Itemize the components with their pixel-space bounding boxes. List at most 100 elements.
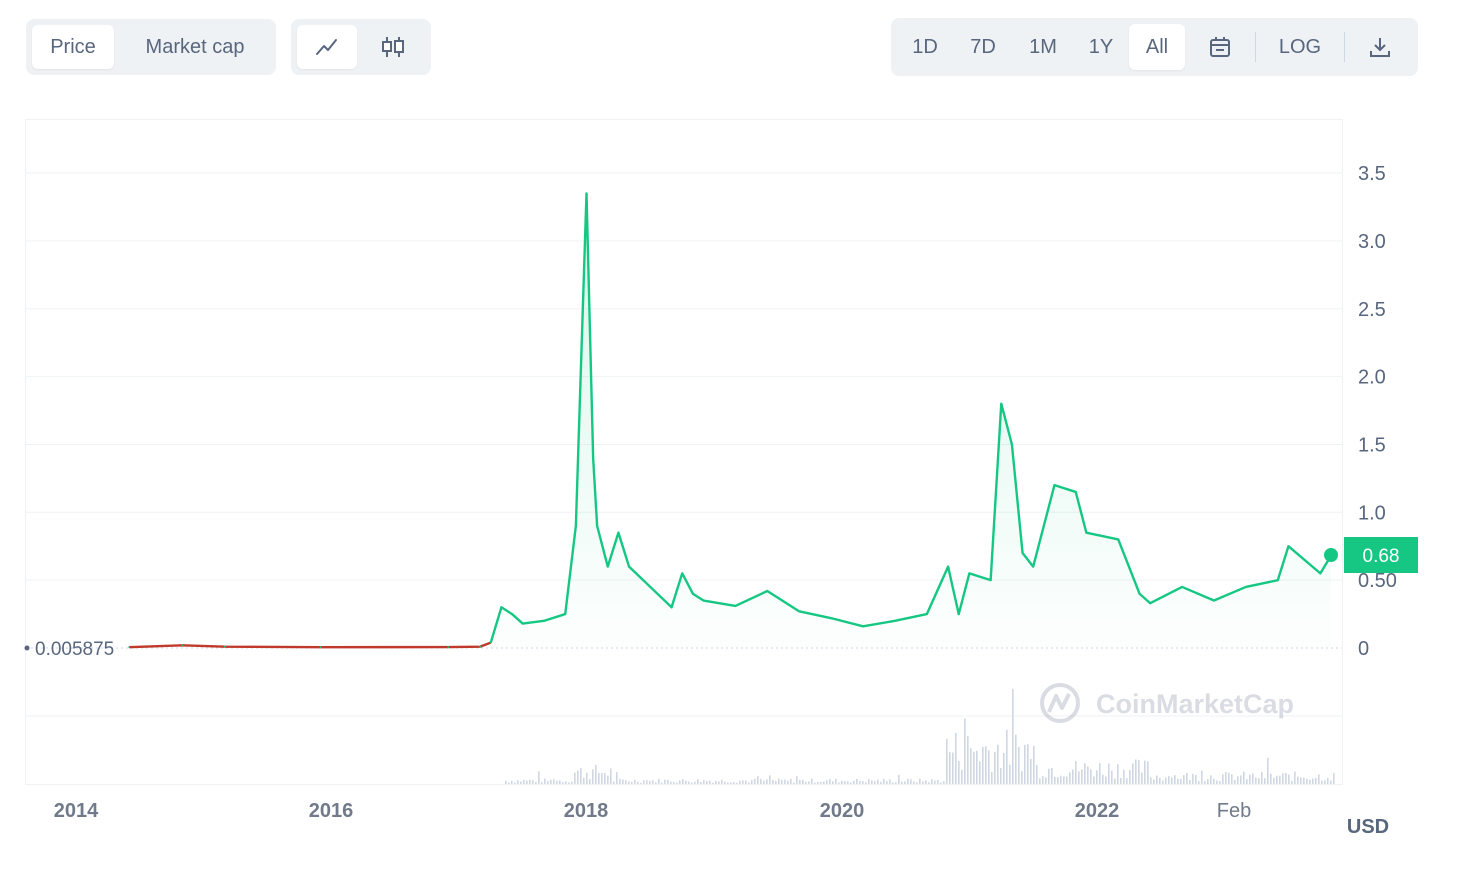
volume-bar xyxy=(1213,778,1215,784)
volume-bar xyxy=(1057,776,1059,784)
volume-bar xyxy=(598,773,600,784)
volume-bar xyxy=(856,778,858,784)
volume-bar xyxy=(1168,776,1170,784)
price-point xyxy=(223,645,226,648)
price-point xyxy=(447,646,450,648)
volume-bar xyxy=(793,782,795,784)
tab-price[interactable]: Price xyxy=(32,25,114,69)
volume-bar xyxy=(544,778,546,784)
volume-bar xyxy=(700,782,702,784)
volume-bar xyxy=(1099,763,1101,784)
volume-bar xyxy=(1228,772,1230,784)
price-point xyxy=(1138,592,1141,595)
volume-bar xyxy=(1276,775,1278,784)
toolbar-divider xyxy=(1255,32,1256,62)
volume-bar xyxy=(721,779,723,784)
volume-bar xyxy=(751,779,753,784)
range-1m[interactable]: 1M xyxy=(1013,24,1073,70)
volume-bar xyxy=(841,780,843,784)
candlestick-button[interactable] xyxy=(363,25,423,69)
tab-market-cap[interactable]: Market cap xyxy=(120,25,270,69)
volume-bar xyxy=(676,782,678,784)
y-tick-label: 2.5 xyxy=(1358,299,1386,321)
volume-bar xyxy=(556,780,558,784)
volume-bar xyxy=(1333,772,1335,784)
volume-bar xyxy=(1198,781,1200,784)
volume-bar xyxy=(586,772,588,784)
volume-bar xyxy=(919,778,921,784)
x-tick-label: 2014 xyxy=(54,800,99,822)
range-1y[interactable]: 1Y xyxy=(1073,24,1129,70)
volume-bar xyxy=(904,781,906,784)
price-point xyxy=(1011,443,1013,446)
volume-bar xyxy=(973,751,975,784)
volume-bar xyxy=(1204,781,1206,784)
volume-bar xyxy=(1261,771,1263,784)
download-button[interactable] xyxy=(1345,24,1415,70)
price-point xyxy=(947,565,950,568)
price-marketcap-toggle: Price Market cap xyxy=(26,19,276,75)
volume-bar xyxy=(1123,769,1125,784)
log-scale-label: LOG xyxy=(1278,35,1322,58)
price-point xyxy=(1276,579,1279,582)
volume-bar xyxy=(817,781,819,784)
volume-bar xyxy=(958,761,960,784)
range-1d[interactable]: 1D xyxy=(897,24,953,70)
volume-bar xyxy=(826,780,828,784)
volume-bar xyxy=(1135,759,1137,784)
volume-bar xyxy=(757,776,759,784)
volume-bar xyxy=(625,780,627,784)
volume-bar xyxy=(952,752,954,784)
range-all[interactable]: All xyxy=(1129,24,1185,70)
current-price-dot xyxy=(1324,548,1338,562)
current-price-text: 0.68 xyxy=(1363,546,1400,567)
volume-bar xyxy=(1231,774,1233,784)
volume-bar xyxy=(667,779,669,784)
volume-bar xyxy=(946,738,948,784)
volume-bar xyxy=(874,781,876,784)
volume-bar xyxy=(628,781,630,784)
volume-bar xyxy=(1054,776,1056,784)
price-point xyxy=(585,192,588,195)
price-point xyxy=(128,646,131,649)
volume-bar xyxy=(1156,775,1158,784)
volume-bar xyxy=(1117,764,1119,784)
volume-bar xyxy=(1033,745,1035,784)
volume-bar xyxy=(1294,771,1296,784)
volume-bar xyxy=(736,782,738,784)
volume-bar xyxy=(943,781,945,784)
volume-bar xyxy=(508,782,510,784)
volume-bar xyxy=(1093,776,1095,784)
volume-bar xyxy=(778,778,780,784)
volume-bar xyxy=(655,782,657,784)
volume-bar xyxy=(910,779,912,784)
line-chart-button[interactable] xyxy=(297,25,357,69)
volume-bar xyxy=(697,779,699,784)
volume-bar xyxy=(679,780,681,784)
range-7d[interactable]: 7D xyxy=(953,24,1013,70)
volume-bar xyxy=(1195,774,1197,784)
x-tick-label: 2016 xyxy=(309,800,354,822)
volume-bar xyxy=(1081,769,1083,784)
price-point xyxy=(181,644,184,647)
range-1y-label: 1Y xyxy=(1088,35,1114,58)
volume-bar xyxy=(1243,771,1245,784)
price-point xyxy=(670,606,673,609)
volume-bar xyxy=(604,772,606,784)
range-1d-label: 1D xyxy=(912,35,938,58)
volume-bar xyxy=(727,782,729,784)
log-scale-button[interactable]: LOG xyxy=(1256,24,1344,70)
volume-bar xyxy=(745,780,747,784)
volume-bar xyxy=(1249,774,1251,784)
price-point xyxy=(596,524,599,527)
price-line-pre xyxy=(129,641,492,649)
volume-bar xyxy=(961,769,963,784)
volume-bar xyxy=(1084,763,1086,784)
volume-bar xyxy=(643,780,645,784)
volume-bar xyxy=(1126,778,1128,784)
calendar-button[interactable] xyxy=(1185,24,1255,70)
volume-bar xyxy=(1318,774,1320,784)
volume-bar xyxy=(889,779,891,784)
reference-marker xyxy=(24,645,30,651)
